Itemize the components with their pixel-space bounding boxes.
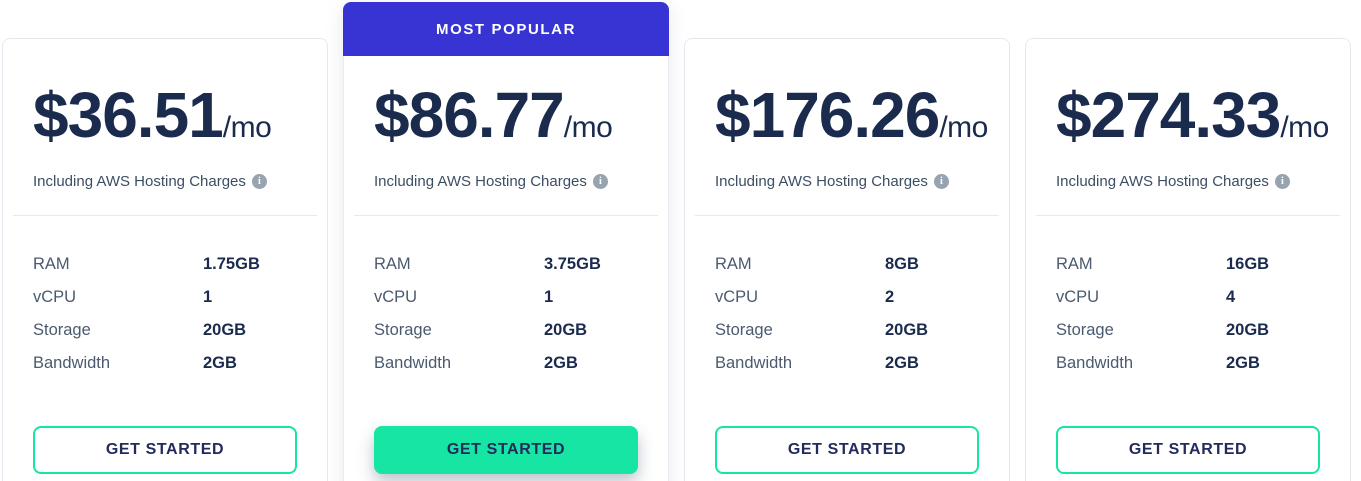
spec-list: RAM 3.75GB vCPU 1 Storage 20GB Bandwidth… (374, 248, 638, 380)
info-icon[interactable]: i (1274, 174, 1290, 189)
spec-value: 2GB (203, 354, 237, 372)
spec-label: vCPU (374, 288, 418, 306)
spec-label: RAM (715, 255, 752, 273)
spec-list: RAM 8GB vCPU 2 Storage 20GB Bandwidth 2G… (715, 248, 979, 380)
get-started-button[interactable]: GET STARTED (715, 426, 979, 474)
divider (13, 215, 317, 216)
spec-value: 1 (203, 288, 213, 306)
spec-list: RAM 16GB vCPU 4 Storage 20GB Bandwidth 2… (1056, 248, 1320, 380)
spec-label: Storage (715, 321, 773, 339)
pricing-card-1: $36.51/mo Including AWS Hosting Charges … (2, 38, 328, 481)
spec-value: 20GB (885, 321, 929, 339)
price-amount: $36.51 (33, 79, 224, 151)
divider (354, 215, 658, 216)
spec-value: 16GB (1226, 255, 1270, 273)
spec-label: RAM (33, 255, 70, 273)
price-period: /mo (563, 111, 613, 144)
spec-label: Bandwidth (33, 354, 111, 372)
spec-value: 2GB (885, 354, 919, 372)
spec-list: RAM 1.75GB vCPU 1 Storage 20GB Bandwidth… (33, 248, 297, 380)
spec-row-bandwidth: Bandwidth 2GB (374, 347, 638, 380)
spec-value: 1.75GB (203, 255, 260, 273)
spec-value: 20GB (1226, 321, 1270, 339)
spec-value: 20GB (544, 321, 588, 339)
spec-row-ram: RAM 16GB (1056, 248, 1320, 281)
spec-value: 2GB (544, 354, 578, 372)
price-period: /mo (222, 111, 272, 144)
plan-price: $274.33/mo (1056, 83, 1329, 147)
spec-label: Bandwidth (715, 354, 793, 372)
pricing-card-2-most-popular: MOST POPULAR $86.77/mo Including AWS Hos… (343, 2, 669, 481)
hosting-charges-text: Including AWS Hosting Charges (1056, 173, 1269, 190)
spec-row-vcpu: vCPU 1 (374, 281, 638, 314)
spec-label: Bandwidth (1056, 354, 1134, 372)
hosting-charges-text: Including AWS Hosting Charges (33, 173, 246, 190)
get-started-button[interactable]: GET STARTED (33, 426, 297, 474)
plan-price: $86.77/mo (374, 83, 638, 147)
hosting-charges-text: Including AWS Hosting Charges (715, 173, 928, 190)
spec-row-storage: Storage 20GB (33, 314, 297, 347)
spec-row-vcpu: vCPU 4 (1056, 281, 1320, 314)
price-period: /mo (939, 111, 988, 144)
spec-row-vcpu: vCPU 2 (715, 281, 979, 314)
pricing-card-4: $274.33/mo Including AWS Hosting Charges… (1025, 38, 1351, 481)
get-started-button[interactable]: GET STARTED (374, 426, 638, 474)
plan-price: $176.26/mo (715, 83, 988, 147)
spec-row-bandwidth: Bandwidth 2GB (715, 347, 979, 380)
spec-value: 8GB (885, 255, 919, 273)
spec-label: Storage (1056, 321, 1114, 339)
spec-label: Storage (374, 321, 432, 339)
hosting-charges-note: Including AWS Hosting Charges i (1056, 173, 1320, 190)
get-started-button[interactable]: GET STARTED (1056, 426, 1320, 474)
pricing-card-3: $176.26/mo Including AWS Hosting Charges… (684, 38, 1010, 481)
spec-row-bandwidth: Bandwidth 2GB (33, 347, 297, 380)
spec-label: vCPU (33, 288, 77, 306)
spec-row-storage: Storage 20GB (374, 314, 638, 347)
price-amount: $86.77 (374, 79, 565, 151)
hosting-charges-note: Including AWS Hosting Charges i (33, 173, 297, 190)
info-icon[interactable]: i (592, 174, 608, 189)
spec-value: 20GB (203, 321, 247, 339)
info-icon[interactable]: i (933, 174, 949, 189)
spec-row-storage: Storage 20GB (1056, 314, 1320, 347)
spec-label: RAM (374, 255, 411, 273)
price-amount: $274.33 (1056, 79, 1281, 151)
spec-value: 3.75GB (544, 255, 601, 273)
spec-row-ram: RAM 1.75GB (33, 248, 297, 281)
spec-label: RAM (1056, 255, 1093, 273)
spec-value: 2 (885, 288, 895, 306)
spec-label: Bandwidth (374, 354, 452, 372)
most-popular-badge: MOST POPULAR (343, 2, 669, 56)
hosting-charges-note: Including AWS Hosting Charges i (715, 173, 979, 190)
spec-row-storage: Storage 20GB (715, 314, 979, 347)
hosting-charges-note: Including AWS Hosting Charges i (374, 173, 638, 190)
spec-label: vCPU (1056, 288, 1100, 306)
price-period: /mo (1280, 111, 1329, 144)
spec-label: Storage (33, 321, 91, 339)
spec-row-ram: RAM 8GB (715, 248, 979, 281)
spec-row-bandwidth: Bandwidth 2GB (1056, 347, 1320, 380)
spec-value: 1 (544, 288, 554, 306)
hosting-charges-text: Including AWS Hosting Charges (374, 173, 587, 190)
spec-value: 4 (1226, 288, 1236, 306)
spec-row-vcpu: vCPU 1 (33, 281, 297, 314)
price-amount: $176.26 (715, 79, 940, 151)
divider (695, 215, 999, 216)
spec-label: vCPU (715, 288, 759, 306)
spec-value: 2GB (1226, 354, 1260, 372)
divider (1036, 215, 1340, 216)
plan-price: $36.51/mo (33, 83, 297, 147)
info-icon[interactable]: i (251, 174, 267, 189)
spec-row-ram: RAM 3.75GB (374, 248, 638, 281)
